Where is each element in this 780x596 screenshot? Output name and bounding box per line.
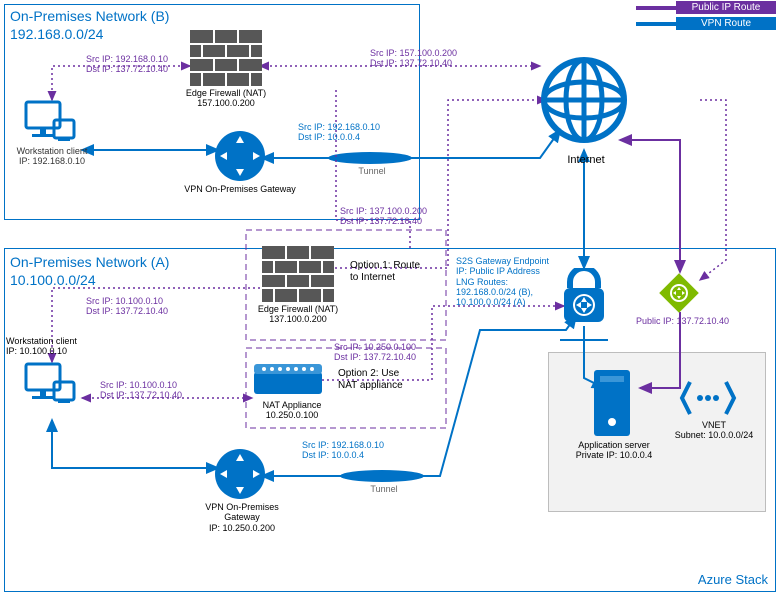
route-a-ws-fw: Src IP: 10.100.0.10 Dst IP: 137.72.10.40	[86, 296, 168, 317]
vpngw-a-icon	[214, 448, 266, 503]
nat-label: NAT Appliance	[263, 400, 322, 410]
route-a-tunnel: Src IP: 192.168.0.10 Dst IP: 10.0.0.4	[302, 440, 384, 461]
s2s-label: S2S Gateway Endpoint	[456, 256, 549, 266]
vpngw-a-label2: Gateway	[224, 512, 260, 522]
option2-label: Option 2: Use NAT appliance	[338, 368, 428, 392]
legend-public: Public IP Route	[636, 0, 776, 15]
publicip-icon	[656, 270, 702, 319]
legend-vpn-label: VPN Route	[676, 17, 776, 30]
vnet-subnet: Subnet: 10.0.0.0/24	[675, 430, 754, 440]
network-a-title: On-Premises Network (A)	[10, 254, 169, 270]
route-b-ws-fw: Src IP: 192.168.0.10 Dst IP: 137.72.10.4…	[86, 54, 168, 75]
route-a-ws-nat-dst: Dst IP: 137.72.10.40	[100, 390, 182, 400]
route-a-nat-out: Src IP: 10.250.0.100 Dst IP: 137.72.10.4…	[334, 342, 416, 363]
nat-icon	[254, 364, 322, 397]
route-a-tunnel-src: Src IP: 192.168.0.10	[302, 440, 384, 450]
appserver-icon	[592, 368, 632, 441]
legend-vpn: VPN Route	[636, 16, 776, 31]
publicip-label: Public IP: 137.72.10.40	[636, 316, 756, 326]
appserver-label: Application server	[578, 440, 650, 450]
vpngw-a-ip: IP: 10.250.0.200	[209, 523, 275, 533]
vnet-icon	[678, 378, 738, 421]
nat-caption: NAT Appliance 10.250.0.100	[252, 400, 332, 421]
route-a-fw-net-src: Src IP: 137.100.0.200	[340, 206, 427, 216]
internet-label: Internet	[556, 154, 616, 167]
firewall-a-icon	[262, 246, 334, 305]
workstation-b-label: Workstation client	[17, 146, 88, 156]
legend-public-bar	[636, 6, 676, 10]
route-a-ws-nat: Src IP: 10.100.0.10 Dst IP: 137.72.10.40	[100, 380, 182, 401]
route-a-ws-nat-src: Src IP: 10.100.0.10	[100, 380, 177, 390]
route-a-tunnel-dst: Dst IP: 10.0.0.4	[302, 450, 364, 460]
route-b-tunnel-dst: Dst IP: 10.0.0.4	[298, 132, 360, 142]
vnet-label: VNET	[702, 420, 726, 430]
vpngw-a-caption: VPN On-Premises Gateway IP: 10.250.0.200	[194, 502, 290, 533]
vpngw-b-caption: VPN On-Premises Gateway	[184, 184, 296, 194]
s2s-lng1: LNG Routes: 192.168.0.0/24 (B),	[456, 277, 533, 297]
workstation-b-icon	[22, 100, 78, 151]
route-b-fw-net-dst: Dst IP: 137.72.10.40	[370, 58, 452, 68]
route-a-fw-net-dst: Dst IP: 137.72.10.40	[340, 216, 422, 226]
legend: Public IP Route VPN Route	[636, 0, 776, 32]
firewall-b-ip: 157.100.0.200	[197, 98, 255, 108]
route-b-tunnel-src: Src IP: 192.168.0.10	[298, 122, 380, 132]
route-b-fw-net-src: Src IP: 157.100.0.200	[370, 48, 457, 58]
route-a-ws-fw-dst: Dst IP: 137.72.10.40	[86, 306, 168, 316]
workstation-a-icon	[22, 362, 78, 413]
workstation-a-ip: IP: 10.100.0.10	[6, 346, 67, 356]
tunnel-a-label: Tunnel	[364, 484, 404, 494]
network-a-cidr: 10.100.0.0/24	[10, 272, 96, 288]
legend-vpn-bar	[636, 22, 676, 26]
workstation-a-label: Workstation client	[6, 336, 77, 346]
network-b-title: On-Premises Network (B)	[10, 8, 169, 24]
internet-icon	[540, 56, 628, 147]
vnet-caption: VNET Subnet: 10.0.0.0/24	[666, 420, 762, 441]
firewall-a-label: Edge Firewall (NAT)	[258, 304, 338, 314]
firewall-b-caption: Edge Firewall (NAT) 157.100.0.200	[176, 88, 276, 109]
route-a-ws-fw-src: Src IP: 10.100.0.10	[86, 296, 163, 306]
appserver-caption: Application server Private IP: 10.0.0.4	[566, 440, 662, 461]
legend-public-label: Public IP Route	[676, 1, 776, 14]
s2s-caption: S2S Gateway Endpoint IP: Public IP Addre…	[456, 256, 566, 308]
firewall-a-ip: 137.100.0.200	[269, 314, 327, 324]
route-b-fw-net: Src IP: 157.100.0.200 Dst IP: 137.72.10.…	[370, 48, 457, 69]
appserver-ip: Private IP: 10.0.0.4	[576, 450, 653, 460]
workstation-a-caption: Workstation client IP: 10.100.0.10	[6, 336, 92, 357]
firewall-b-label: Edge Firewall (NAT)	[186, 88, 266, 98]
azure-title: Azure Stack	[698, 572, 768, 588]
option1-label: Option 1: Route to Internet	[350, 260, 440, 284]
route-a-nat-out-src: Src IP: 10.250.0.100	[334, 342, 416, 352]
route-b-ws-fw-dst: Dst IP: 137.72.10.40	[86, 64, 168, 74]
s2s-lng2: 10.100.0.0/24 (A)	[456, 297, 526, 307]
route-a-fw-net: Src IP: 137.100.0.200 Dst IP: 137.72.10.…	[340, 206, 427, 227]
firewall-b-icon	[190, 30, 262, 89]
workstation-b-ip: IP: 192.168.0.10	[19, 156, 85, 166]
network-b-cidr: 192.168.0.0/24	[10, 26, 103, 42]
route-b-tunnel: Src IP: 192.168.0.10 Dst IP: 10.0.0.4	[298, 122, 380, 143]
nat-ip: 10.250.0.100	[266, 410, 319, 420]
tunnel-b-label: Tunnel	[352, 166, 392, 176]
firewall-a-caption: Edge Firewall (NAT) 137.100.0.200	[248, 304, 348, 325]
route-b-ws-fw-src: Src IP: 192.168.0.10	[86, 54, 168, 64]
s2s-gateway-icon	[560, 268, 608, 327]
route-a-nat-out-dst: Dst IP: 137.72.10.40	[334, 352, 416, 362]
s2s-ip: IP: Public IP Address	[456, 266, 540, 276]
vpngw-b-icon	[214, 130, 266, 185]
workstation-b-caption: Workstation client IP: 192.168.0.10	[12, 146, 92, 167]
vpngw-a-label1: VPN On-Premises	[205, 502, 279, 512]
